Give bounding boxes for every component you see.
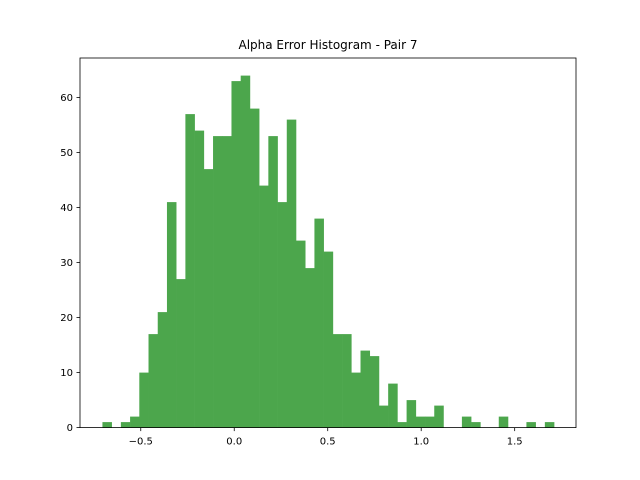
y-tick-label: 0 [67, 423, 73, 434]
histogram-bar [139, 372, 149, 428]
x-tick-label: 0.5 [320, 437, 336, 448]
y-tick-label: 60 [60, 93, 73, 104]
histogram-bar [332, 334, 343, 428]
histogram-bar [120, 422, 131, 428]
histogram-bar [388, 383, 398, 428]
histogram-bar [222, 136, 232, 428]
histogram-bar [342, 334, 352, 428]
histogram-bar [378, 405, 389, 428]
histogram-bar [185, 114, 195, 428]
histogram-bar [471, 422, 481, 428]
histogram-bar [157, 312, 168, 428]
histogram-bar [397, 422, 407, 428]
x-tick-label: 1.5 [507, 437, 523, 448]
x-tick-label: 1.0 [413, 437, 429, 448]
histogram-bar [148, 334, 159, 428]
histogram-bar [434, 405, 444, 428]
histogram-bar [130, 416, 140, 428]
histogram-bar [277, 202, 288, 428]
y-tick-label: 10 [60, 368, 73, 379]
histogram-bar [259, 185, 269, 428]
histogram-bar [286, 119, 297, 428]
x-tick-label: −0.5 [129, 437, 153, 448]
histogram-bar [526, 422, 536, 428]
y-tick-label: 50 [60, 148, 73, 159]
histogram-bar [295, 240, 306, 428]
x-tick-label: 0.0 [226, 437, 242, 448]
x-axis: −0.5 0.0 0.5 1.0 1.5 [129, 427, 523, 448]
histogram-bar [406, 400, 417, 428]
histogram-bar [176, 279, 186, 428]
histogram-bar [213, 136, 223, 428]
histogram-bar [360, 350, 371, 428]
histogram-bar [323, 251, 334, 428]
histogram-bar [415, 416, 426, 428]
histogram-bar [231, 81, 241, 428]
histogram-bar [305, 268, 315, 428]
y-tick-label: 40 [60, 203, 73, 214]
histogram-bar [102, 422, 112, 428]
histogram-bar [240, 75, 251, 428]
histogram-bar [369, 356, 380, 428]
bars-group [102, 75, 555, 428]
histogram-bar [461, 416, 472, 428]
histogram-bar [314, 218, 324, 428]
histogram-bar [268, 136, 278, 428]
histogram-bar [203, 169, 214, 428]
histogram-bar [166, 202, 177, 428]
y-tick-label: 20 [60, 313, 73, 324]
histogram-bar [194, 130, 205, 428]
histogram-bar [249, 108, 260, 428]
y-axis: 0 10 20 30 40 50 60 [60, 93, 80, 434]
histogram-bar [351, 372, 361, 428]
histogram-bar [544, 422, 555, 428]
chart-title: Alpha Error Histogram - Pair 7 [239, 38, 418, 52]
histogram-bar [425, 416, 435, 428]
y-tick-label: 30 [60, 258, 73, 269]
histogram-bar [498, 416, 509, 428]
